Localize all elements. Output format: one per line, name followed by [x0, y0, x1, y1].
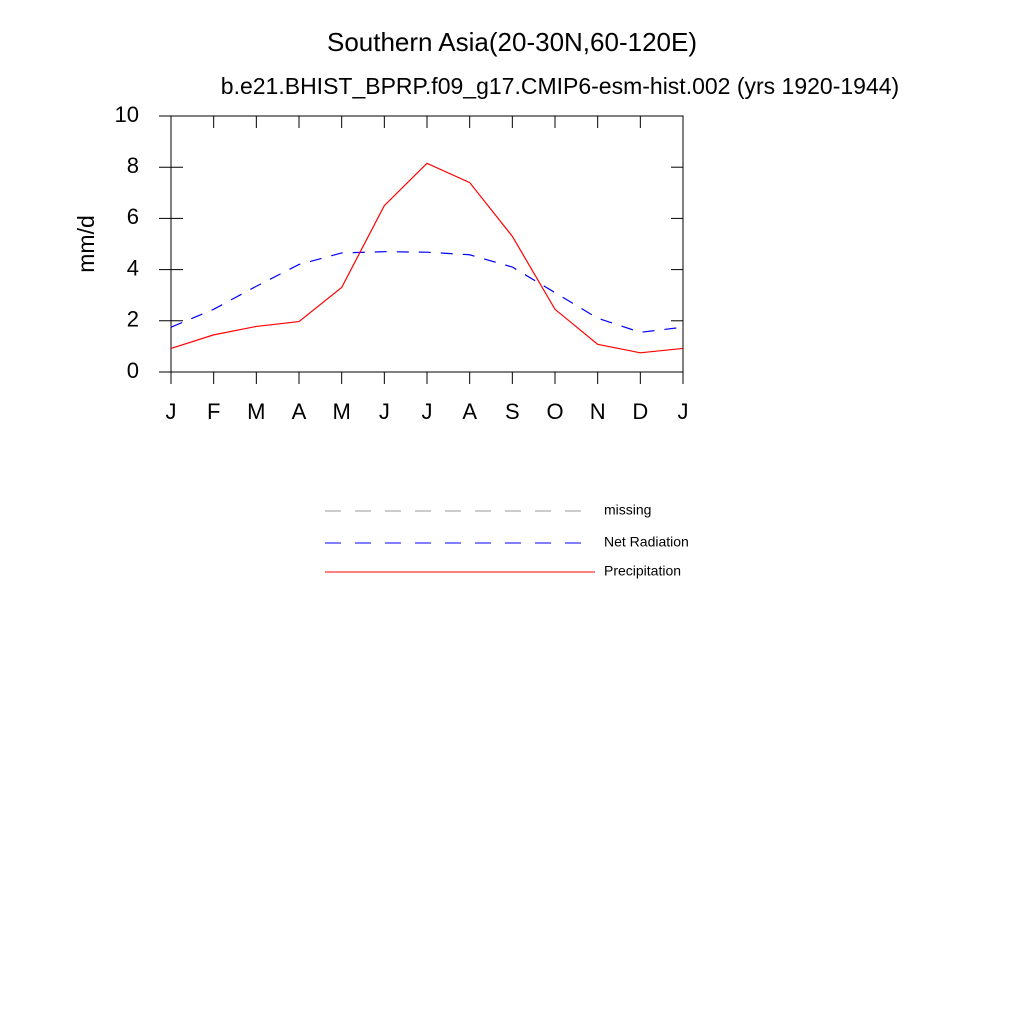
y-axis-label: mm/d [73, 215, 99, 273]
y-tick-label: 6 [127, 204, 139, 229]
x-tick-label: M [333, 399, 351, 424]
y-tick-label: 8 [127, 153, 139, 178]
series-line [170, 251, 684, 333]
plot-frame [170, 115, 684, 373]
y-tick-label: 10 [115, 102, 139, 127]
x-tick-label: J [379, 399, 390, 424]
legend-label: Precipitation [604, 563, 681, 579]
x-tick-label: O [546, 399, 563, 424]
legend-label: Net Radiation [604, 534, 689, 550]
x-tick-label: F [207, 399, 220, 424]
x-tick-label: A [462, 399, 477, 424]
x-tick-label: D [632, 399, 648, 424]
x-tick-label: J [678, 399, 689, 424]
x-tick-label: M [247, 399, 265, 424]
x-tick-label: A [292, 399, 307, 424]
chart-title: Southern Asia(20-30N,60-120E) [327, 27, 697, 57]
x-tick-label: N [590, 399, 606, 424]
series-line [170, 162, 684, 354]
legend-label: missing [604, 502, 651, 518]
y-tick-label: 4 [127, 255, 139, 280]
y-tick-label: 0 [127, 358, 139, 383]
x-tick-label: J [422, 399, 433, 424]
x-tick-label: J [166, 399, 177, 424]
y-tick-label: 2 [127, 307, 139, 332]
chart-subtitle: b.e21.BHIST_BPRP.f09_g17.CMIP6-esm-hist.… [221, 73, 899, 99]
x-tick-label: S [505, 399, 520, 424]
